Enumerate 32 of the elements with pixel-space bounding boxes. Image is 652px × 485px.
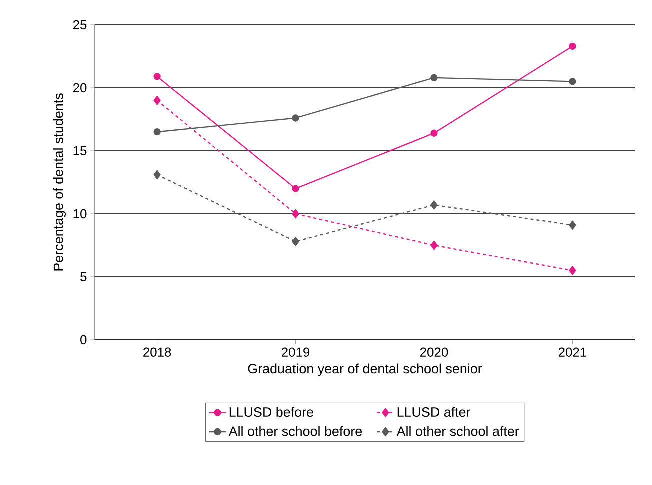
point — [569, 78, 576, 86]
point — [569, 220, 576, 230]
x-tick-label: 2018 — [144, 348, 172, 357]
x-tick-label: 2020 — [420, 348, 448, 357]
y-tick-label: 15 — [74, 146, 87, 156]
x-tick-label: 2019 — [282, 348, 310, 357]
point — [154, 128, 161, 136]
y-tick-label: 20 — [73, 83, 87, 93]
point — [430, 130, 438, 137]
point — [430, 200, 438, 210]
y-tick-label: 10 — [74, 209, 87, 219]
y-tick-label: 25 — [73, 20, 87, 30]
point — [292, 237, 300, 246]
y-axis-title: Percentage of dental students — [53, 94, 66, 271]
point — [292, 185, 300, 192]
point — [154, 96, 161, 106]
legend-label: All other school after — [396, 426, 520, 436]
point — [292, 114, 300, 122]
point — [292, 209, 300, 219]
point — [569, 266, 576, 276]
point — [430, 74, 438, 82]
point — [569, 42, 576, 50]
point — [154, 170, 161, 180]
legend-label: LLUSD before — [230, 407, 314, 418]
legend-label: All other school before — [228, 426, 362, 436]
x-tick-label: 2021 — [558, 348, 586, 357]
legend-label: LLUSD after — [398, 407, 471, 418]
x-axis-title: Graduation year of dental school senior — [248, 364, 482, 376]
y-tick-label: 5 — [80, 272, 87, 282]
y-tick-label: 0 — [80, 335, 87, 345]
point — [154, 73, 161, 80]
point — [430, 240, 438, 250]
